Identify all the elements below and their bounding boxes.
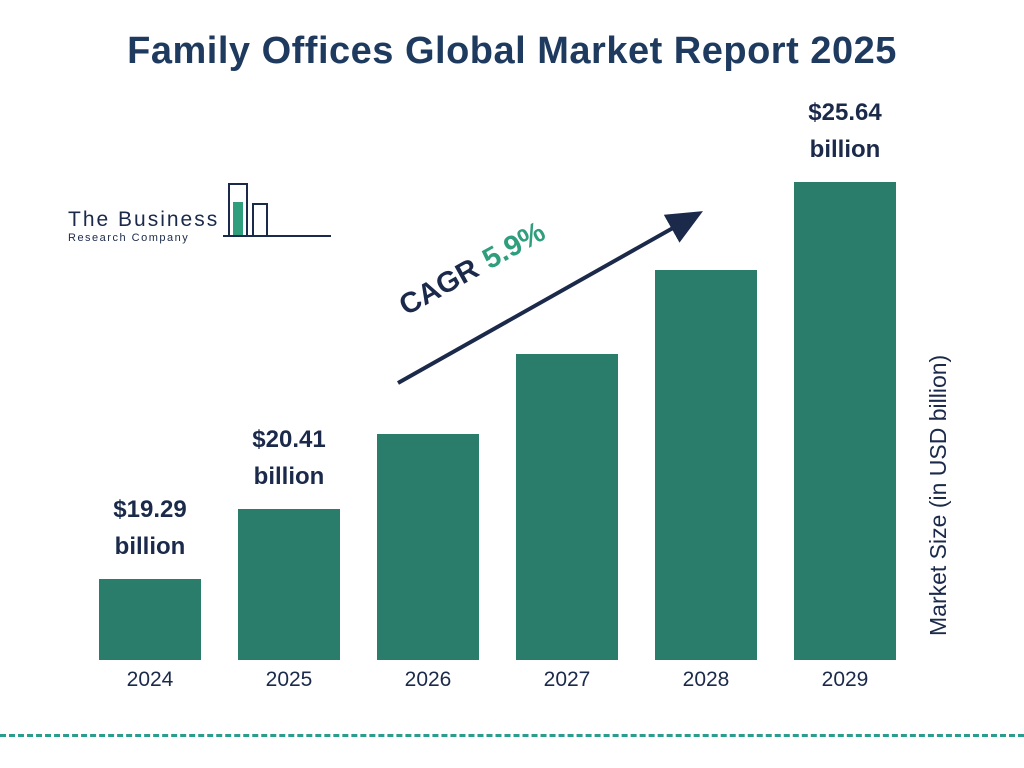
x-axis-label: 2025 [265,668,313,691]
bar-column: $25.64 billion [794,94,896,660]
x-axis-label: 2024 [126,668,174,691]
logo-name: The Business [68,208,220,231]
x-axis-label: 2026 [404,668,452,691]
bar-column: $20.41 billion [238,421,340,660]
bar-column [377,434,479,660]
bar-column: $19.29 billion [99,491,201,660]
bar-value-label: $20.41 billion [252,425,326,490]
logo-subtitle: Research Company [68,232,190,244]
chart-title: Family Offices Global Market Report 2025 [127,30,897,72]
bar [794,182,896,660]
logo-text: The Business Research Company [68,208,219,244]
bar-chart: $19.29 billion $20.41 billion $25.64 billion [99,99,896,660]
logo-bar-chart-icon [223,183,332,237]
x-axis-label: 2029 [821,668,869,691]
x-axis-labels: 2024 2025 2026 2027 2028 2029 [99,668,896,692]
bar [516,354,618,660]
y-axis-title: Market Size (in USD billion) [925,354,951,636]
x-axis-label: 2028 [682,668,730,691]
bar [377,434,479,660]
bar-column [655,270,757,660]
company-logo: The Business Research Company [68,182,333,244]
bottom-dashed-divider [0,734,1024,737]
bar-column [516,354,618,660]
bar [655,270,757,660]
bar [99,579,201,660]
bar-value-label: $25.64 billion [808,98,882,163]
bar [238,509,340,660]
bar-value-label: $19.29 billion [113,495,187,560]
x-axis-label: 2027 [543,668,591,691]
